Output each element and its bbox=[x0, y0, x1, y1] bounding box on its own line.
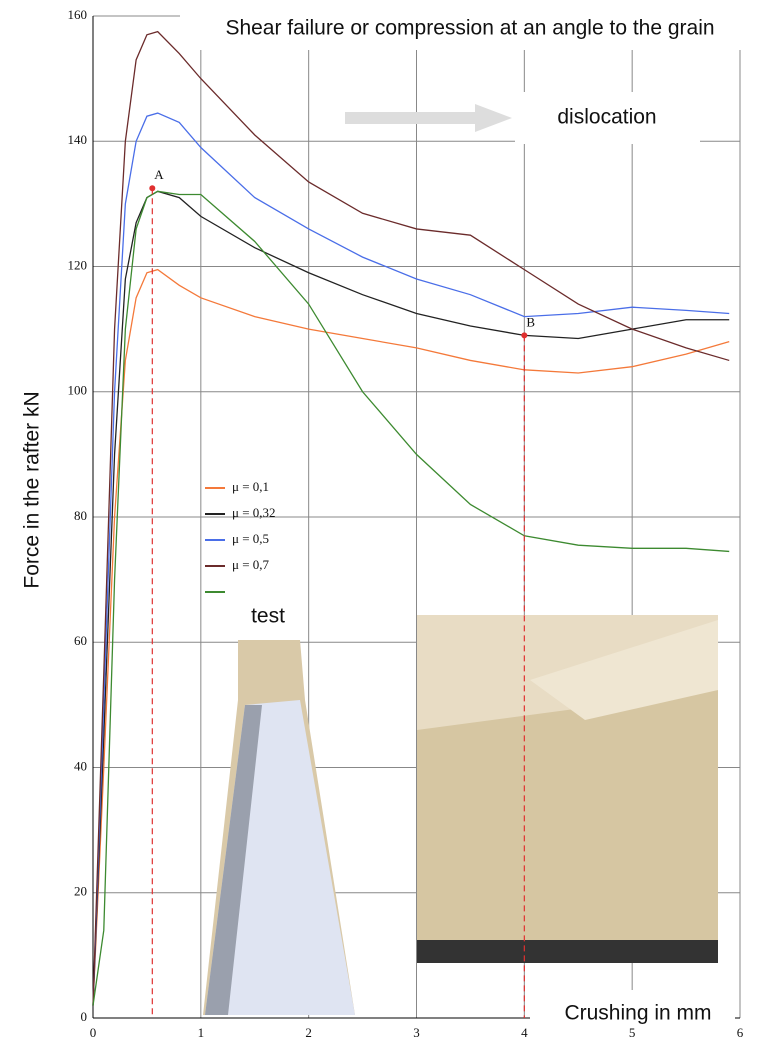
x-tick-label: 5 bbox=[629, 1025, 636, 1040]
y-tick-label: 40 bbox=[74, 758, 87, 773]
y-tick-label: 0 bbox=[81, 1009, 88, 1024]
legend-label: μ = 0,1 bbox=[232, 479, 269, 494]
marker-point bbox=[521, 332, 528, 339]
y-tick-label: 120 bbox=[68, 257, 88, 272]
legend-label: μ = 0,7 bbox=[232, 557, 270, 572]
x-tick-label: 4 bbox=[521, 1025, 528, 1040]
photo-left bbox=[203, 640, 355, 1015]
y-axis-label: Force in the rafter kN bbox=[21, 391, 44, 588]
photo-right bbox=[417, 615, 718, 963]
legend-label-bg bbox=[232, 600, 292, 636]
y-tick-label: 20 bbox=[74, 884, 87, 899]
line-series bbox=[92, 30, 730, 1006]
plot: μ = 0,1 μ = 0,32 μ = 0,5 μ = 0,7 test A B bbox=[92, 30, 730, 1018]
y-tick-label: 160 bbox=[68, 7, 88, 22]
x-tick-label: 6 bbox=[737, 1025, 744, 1040]
y-tick-label: 100 bbox=[68, 383, 88, 398]
line-series bbox=[92, 190, 730, 1006]
x-label-bg bbox=[530, 990, 735, 1038]
annotation: dislocation bbox=[557, 106, 656, 129]
legend-label: test bbox=[251, 605, 285, 628]
marker-label: B bbox=[526, 314, 535, 329]
arrow bbox=[345, 104, 512, 132]
y-tick-label: 60 bbox=[74, 633, 87, 648]
line-series bbox=[92, 268, 730, 1006]
chart-title: Shear failure or compression at an angle… bbox=[225, 17, 714, 40]
y-tick-label: 140 bbox=[68, 132, 88, 147]
marker-point bbox=[149, 185, 156, 192]
title-bg bbox=[180, 8, 760, 50]
x-tick-label: 3 bbox=[413, 1025, 420, 1040]
x-tick-label: 0 bbox=[90, 1025, 97, 1040]
line-series bbox=[92, 190, 730, 1006]
line-series bbox=[92, 112, 730, 1006]
x-tick-label: 1 bbox=[198, 1025, 205, 1040]
x-tick-label: 2 bbox=[305, 1025, 312, 1040]
y-tick-label: 80 bbox=[74, 508, 87, 523]
marker-label: A bbox=[154, 167, 164, 182]
annotation-bg bbox=[515, 92, 700, 144]
legend-label: μ = 0,5 bbox=[232, 531, 269, 546]
legend-label: μ = 0,32 bbox=[232, 505, 276, 520]
x-axis-label: Crushing in mm bbox=[564, 1002, 711, 1025]
